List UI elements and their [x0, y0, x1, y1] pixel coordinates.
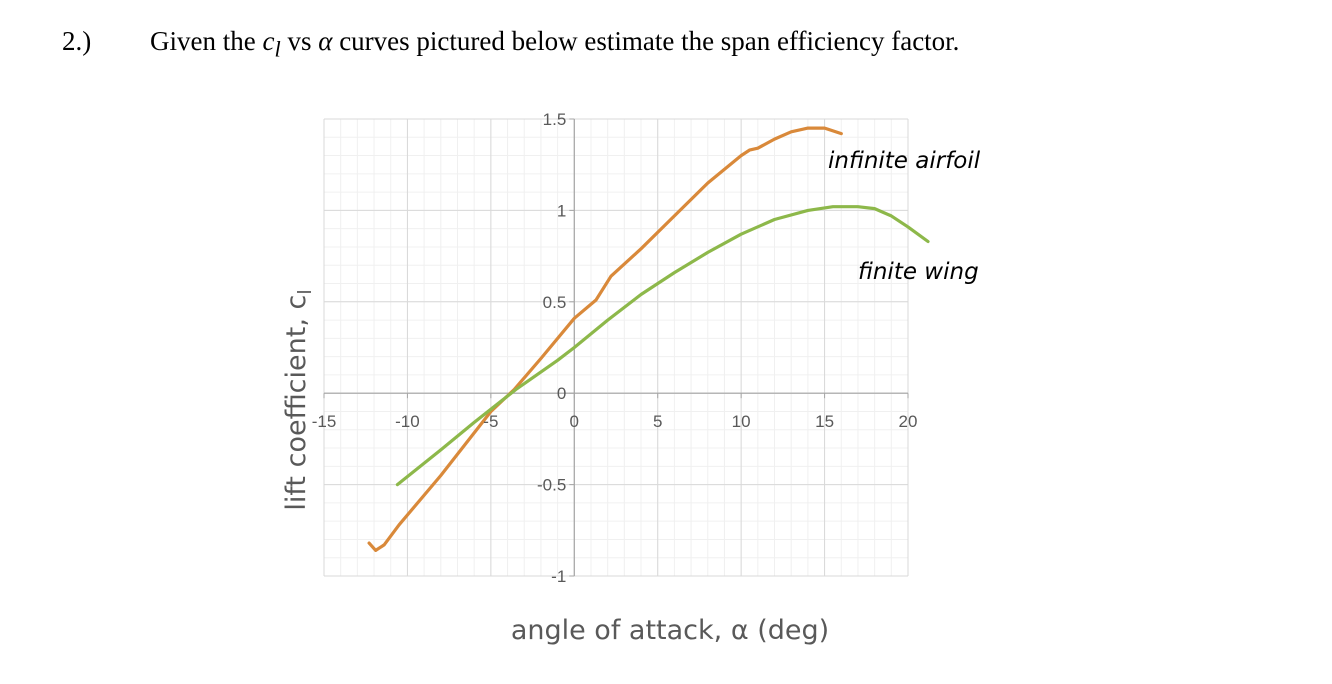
y-tick-label: 0.5: [543, 293, 567, 312]
problem-number: 2.): [62, 26, 92, 56]
y-axis-title-main: lift coefficient, c: [281, 295, 312, 511]
x-tick-label: -5: [483, 412, 498, 431]
y-tick-label: 1: [557, 201, 566, 220]
x-tick-label: 5: [653, 412, 662, 431]
alpha-symbol: α: [318, 26, 333, 56]
problem-text-after: curves pictured below estimate the span …: [332, 26, 960, 56]
y-axis-title: lift coefficient, cl: [281, 289, 316, 510]
x-tick-label: 15: [815, 412, 834, 431]
y-tick-label: -0.5: [537, 476, 566, 495]
x-tick-label: 0: [570, 412, 579, 431]
x-tick-label: -15: [312, 412, 337, 431]
y-tick-label: 0: [557, 384, 566, 403]
series-label-infinite-airfoil: infinite airfoil: [828, 148, 981, 174]
y-axis-title-subscript: l: [294, 289, 316, 294]
c-symbol: c: [262, 26, 275, 56]
chart-axes: [323, 118, 909, 577]
x-tick-label: -10: [395, 412, 420, 431]
series-line-infinite-airfoil: [367, 126, 843, 552]
tick-labels: -15 -10 -5 0 5 10 15 20 1.5 1 0.5 0 -0.5 -1: [312, 110, 918, 586]
problem-text-vs: vs: [280, 26, 319, 56]
x-tick-label: 10: [732, 412, 751, 431]
y-tick-label: -1: [551, 567, 566, 586]
major-gridlines: [323, 118, 909, 577]
series-label-finite-wing: finite wing: [858, 259, 979, 285]
x-tick-label: 20: [899, 412, 918, 431]
x-axis-title: angle of attack, α (deg): [511, 615, 829, 646]
y-tick-label: 1.5: [543, 110, 567, 129]
minor-gridlines: [323, 118, 909, 577]
c-subscript: l: [274, 36, 281, 62]
series-line-finite-wing: [395, 205, 930, 487]
problem-text-before: Given the: [150, 26, 263, 56]
problem-statement: Given the cl vs α curves pictured below …: [150, 26, 959, 62]
series-layer: [367, 126, 930, 552]
